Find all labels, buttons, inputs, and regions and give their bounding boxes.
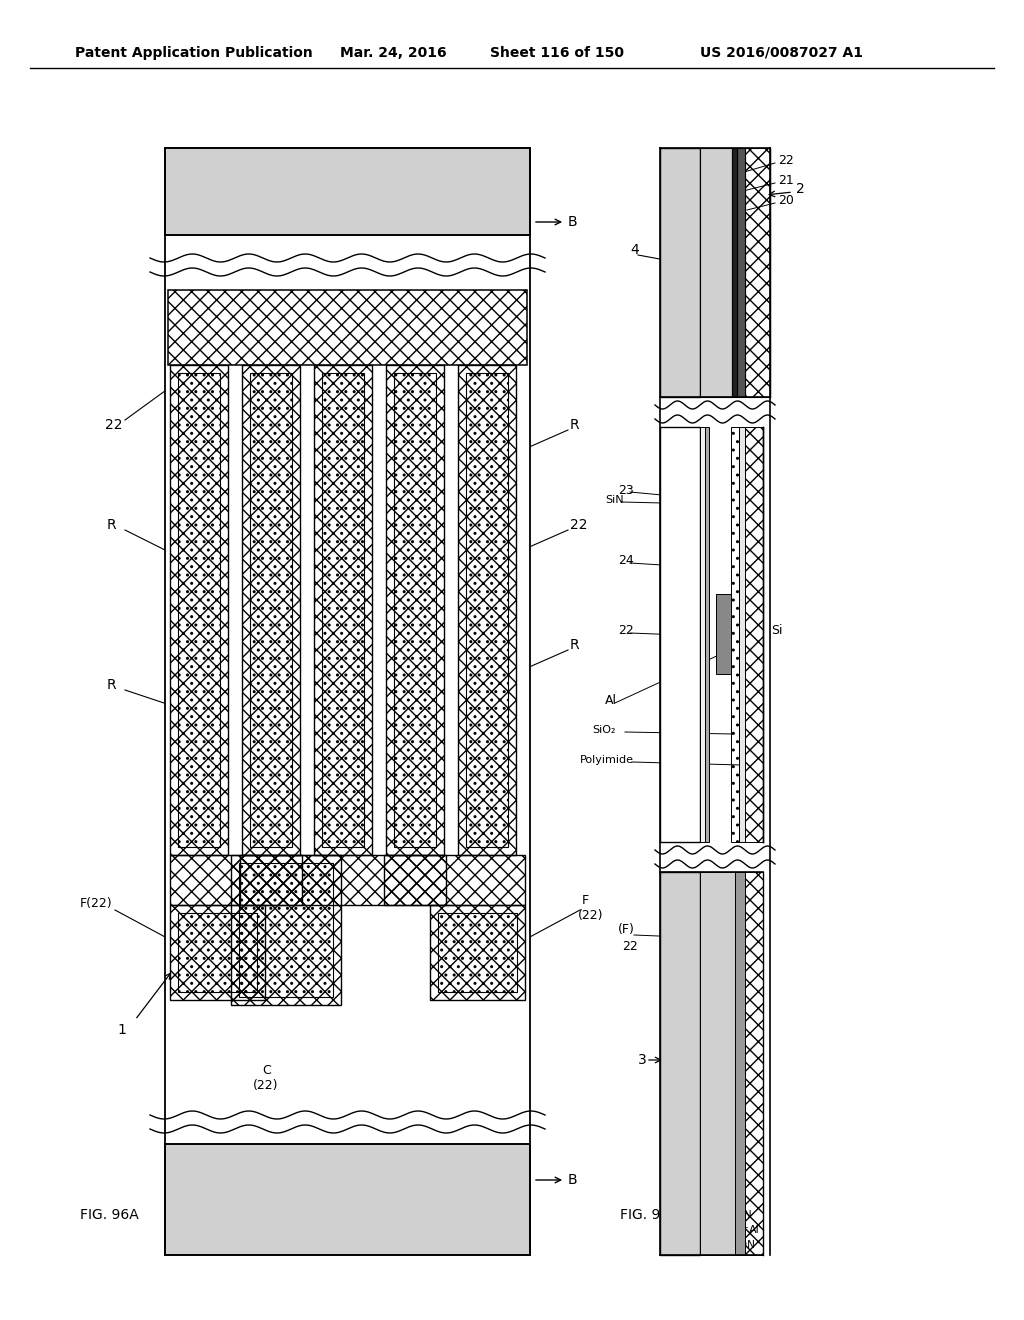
Text: Mar. 24, 2016: Mar. 24, 2016 xyxy=(340,46,446,59)
Bar xyxy=(745,873,763,1255)
Text: Al: Al xyxy=(605,693,617,706)
Text: F(22): F(22) xyxy=(80,898,113,911)
Bar xyxy=(732,148,737,397)
Text: Polyimide: Polyimide xyxy=(580,755,634,766)
Bar xyxy=(322,374,364,847)
Text: 2: 2 xyxy=(796,182,805,195)
Text: 22: 22 xyxy=(778,153,794,166)
Text: 22: 22 xyxy=(618,623,634,636)
Bar xyxy=(660,148,700,397)
Bar xyxy=(239,863,333,997)
Bar xyxy=(242,366,300,855)
Bar xyxy=(438,913,517,993)
Text: (F): (F) xyxy=(618,924,635,936)
Text: B: B xyxy=(568,215,578,228)
Text: 24: 24 xyxy=(618,553,634,566)
Bar xyxy=(394,374,436,847)
Text: SiN: SiN xyxy=(605,495,624,506)
Bar xyxy=(660,426,700,842)
Text: 23: 23 xyxy=(618,483,634,496)
Bar xyxy=(250,374,292,847)
Bar xyxy=(745,148,770,397)
Text: 22: 22 xyxy=(105,418,123,432)
Bar xyxy=(178,913,257,993)
Bar xyxy=(168,290,527,366)
Text: 22: 22 xyxy=(570,517,588,532)
Bar xyxy=(700,873,735,1255)
Bar xyxy=(705,426,709,842)
Text: (22): (22) xyxy=(578,908,603,921)
Bar xyxy=(240,855,446,906)
Text: FIG. 96A: FIG. 96A xyxy=(80,1208,138,1222)
Bar xyxy=(466,374,508,847)
Bar xyxy=(660,873,700,1255)
Text: Patent Application Publication: Patent Application Publication xyxy=(75,46,312,59)
Text: F: F xyxy=(582,894,589,907)
Bar xyxy=(731,426,739,842)
Bar xyxy=(700,148,732,397)
Text: B: B xyxy=(568,1173,578,1187)
Bar xyxy=(165,285,530,1110)
Text: Si: Si xyxy=(771,623,782,636)
Bar xyxy=(170,906,265,1001)
Text: 4: 4 xyxy=(382,158,391,173)
Bar xyxy=(165,1144,530,1255)
Text: TiN: TiN xyxy=(734,1210,752,1220)
Text: Sheet 116 of 150: Sheet 116 of 150 xyxy=(490,46,624,59)
Text: 22: 22 xyxy=(622,940,638,953)
Bar xyxy=(458,366,516,855)
Text: R: R xyxy=(106,517,117,532)
Text: R: R xyxy=(106,678,117,692)
Bar xyxy=(430,906,525,1001)
Bar xyxy=(737,148,745,397)
Bar xyxy=(745,426,763,842)
Bar xyxy=(170,366,228,855)
Text: R: R xyxy=(570,638,580,652)
Text: 4: 4 xyxy=(630,243,639,257)
Text: 3: 3 xyxy=(638,1053,647,1067)
Text: 3: 3 xyxy=(295,1183,304,1197)
Bar xyxy=(178,374,220,847)
Text: C: C xyxy=(262,1064,270,1077)
Text: 20: 20 xyxy=(778,194,794,206)
Bar xyxy=(386,366,444,855)
Text: R: R xyxy=(570,418,580,432)
Text: TiON: TiON xyxy=(730,1239,756,1250)
Text: Al: Al xyxy=(749,1225,760,1236)
Bar xyxy=(700,426,705,842)
Bar xyxy=(735,873,745,1255)
Bar xyxy=(716,594,731,675)
Bar xyxy=(165,148,530,235)
Text: US 2016/0087027 A1: US 2016/0087027 A1 xyxy=(700,46,863,59)
Text: or: or xyxy=(737,1225,749,1236)
Bar xyxy=(739,426,745,842)
Bar xyxy=(384,855,525,906)
Text: 1: 1 xyxy=(117,1023,126,1038)
Text: 21: 21 xyxy=(778,173,794,186)
Bar xyxy=(314,366,372,855)
Bar xyxy=(170,855,302,906)
Text: FIG. 96B: FIG. 96B xyxy=(620,1208,679,1222)
Text: (22): (22) xyxy=(253,1078,279,1092)
Bar xyxy=(231,855,341,1005)
Text: SiO₂: SiO₂ xyxy=(592,725,615,735)
